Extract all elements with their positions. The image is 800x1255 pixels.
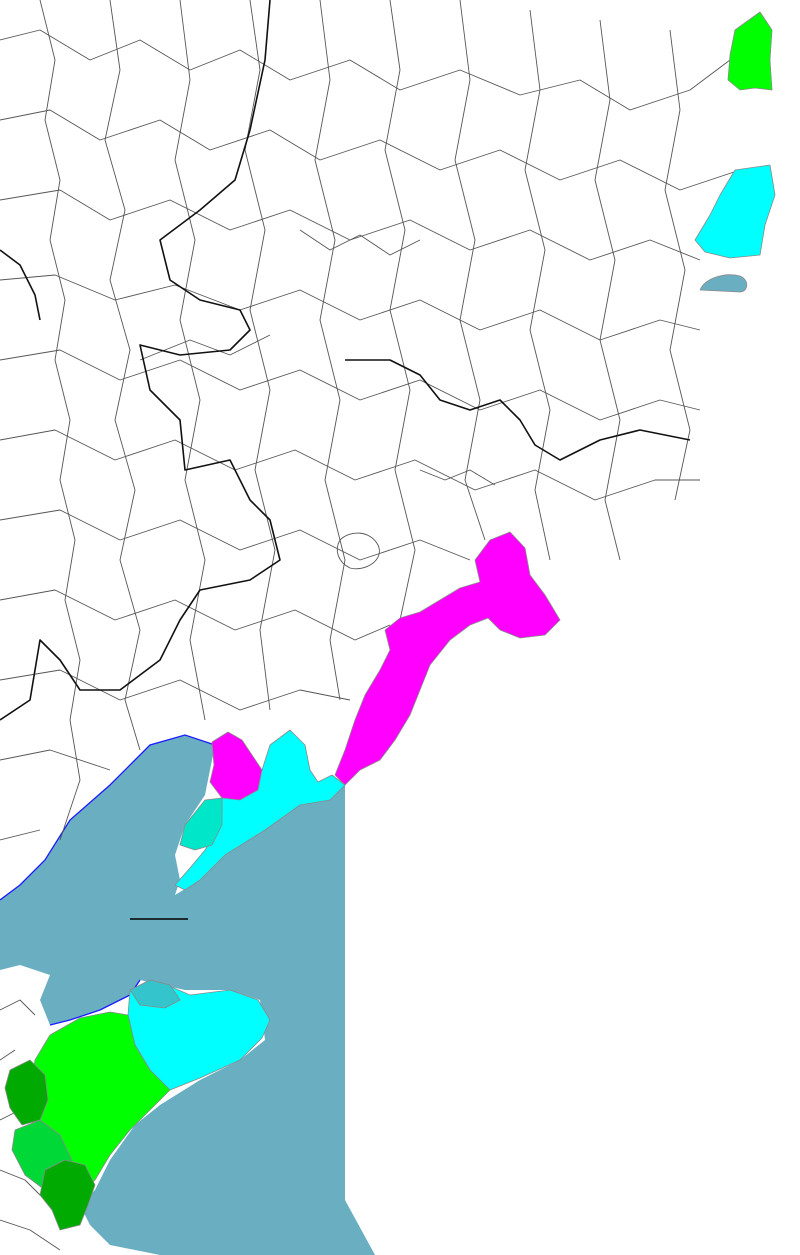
liaodong-turquoise-region	[179, 797, 223, 851]
northeast-cyan-region	[694, 164, 776, 259]
liaodong-east-magenta-region	[334, 531, 561, 786]
shandong-regions	[4, 979, 271, 1231]
shandong-dark-green-region-west	[4, 1059, 49, 1126]
shandong-teal-region	[129, 979, 181, 1009]
northeast-lake-region	[699, 274, 748, 293]
sea	[0, 735, 375, 1255]
liaodong-regions	[174, 531, 561, 891]
provincial-boundaries	[0, 0, 691, 721]
northeast-regions	[694, 11, 776, 293]
northeast-green-region	[727, 11, 773, 91]
county-boundaries	[0, 0, 741, 1251]
shandong-dark-green-region-south	[39, 1159, 96, 1231]
coastline-north	[0, 734, 216, 901]
